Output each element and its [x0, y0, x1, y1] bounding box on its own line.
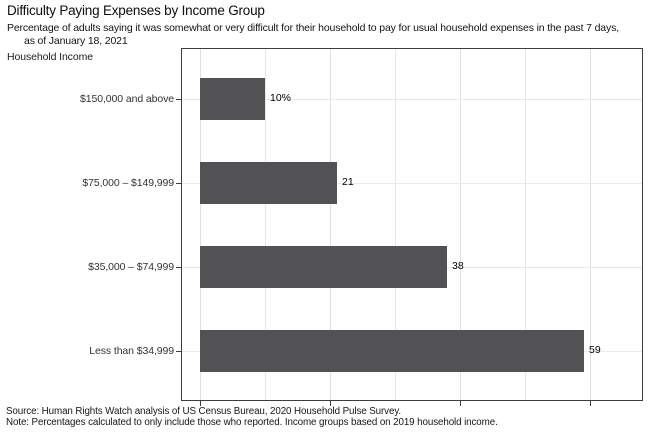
x-axis-tick	[330, 401, 331, 406]
plot-panel: 10% 21 38 59	[181, 48, 643, 401]
bar	[200, 78, 265, 120]
bar	[200, 246, 447, 288]
y-axis-tick	[176, 267, 181, 268]
x-gridline	[395, 49, 396, 400]
chart-subtitle-line-2: as of January 18, 2021	[24, 34, 128, 47]
y-gridline	[182, 183, 642, 184]
source-line: Source: Human Rights Watch analysis of U…	[6, 405, 402, 417]
x-gridline	[265, 49, 266, 400]
y-axis-title: Household Income	[7, 51, 93, 63]
chart-title: Difficulty Paying Expenses by Income Gro…	[7, 3, 265, 18]
category-label: $75,000 – $149,999	[82, 177, 174, 189]
bar	[200, 330, 584, 372]
x-gridline	[525, 49, 526, 400]
category-label: $35,000 – $74,999	[88, 261, 174, 273]
note-line: Note: Percentages calculated to only inc…	[6, 417, 498, 428]
category-label: $150,000 and above	[80, 93, 174, 105]
y-axis-tick	[176, 99, 181, 100]
x-axis-tick	[460, 401, 461, 406]
x-gridline	[590, 49, 591, 400]
y-axis-tick	[176, 183, 181, 184]
category-label: Less than $34,999	[89, 345, 174, 357]
x-gridline	[200, 49, 201, 400]
bar	[200, 162, 337, 204]
x-axis-tick	[590, 401, 591, 406]
bar-value-label: 38	[452, 260, 464, 272]
bar-value-label: 21	[342, 176, 354, 188]
bar-value-label: 59	[589, 344, 601, 356]
y-axis-tick	[176, 351, 181, 352]
chart-subtitle-line-1: Percentage of adults saying it was somew…	[7, 22, 619, 34]
bar-value-label: 10%	[270, 92, 292, 104]
y-gridline	[182, 99, 642, 100]
x-gridline	[460, 49, 461, 400]
x-axis-tick	[200, 401, 201, 406]
x-gridline	[330, 49, 331, 400]
